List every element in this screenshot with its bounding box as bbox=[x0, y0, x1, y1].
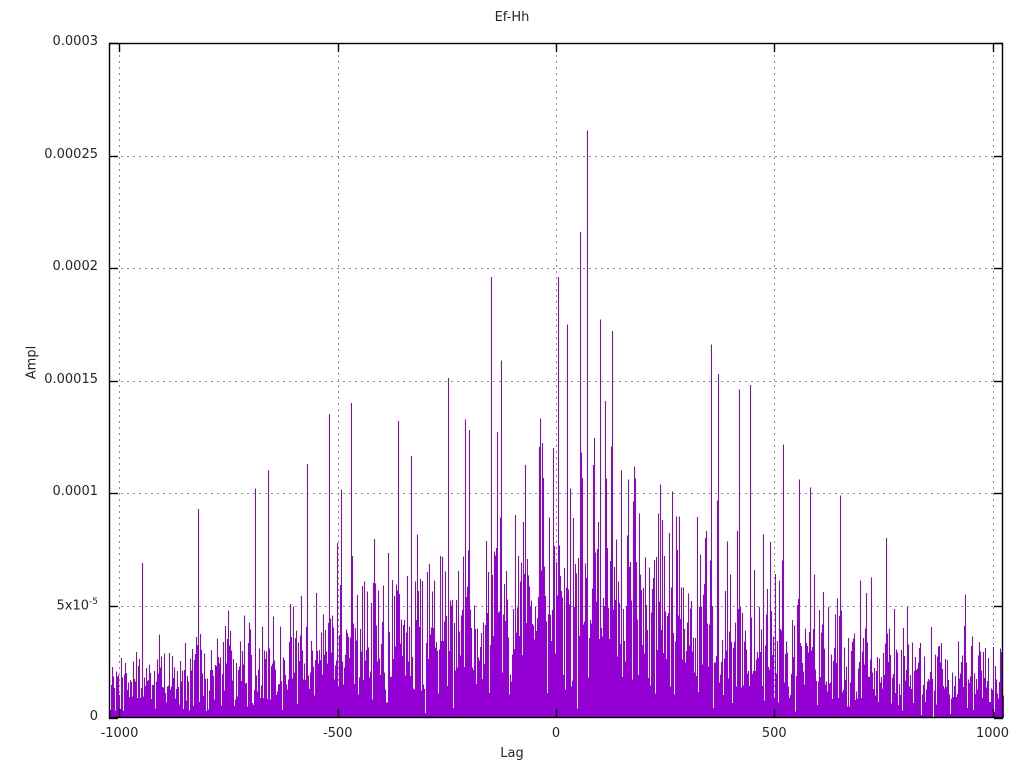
axis-ticks bbox=[109, 42, 1003, 720]
x-tick-label: -500 bbox=[322, 726, 353, 741]
y-tick-label: 0.0003 bbox=[52, 34, 99, 49]
y-tick-label: 0.00025 bbox=[44, 146, 98, 162]
x-tick-label: 500 bbox=[761, 726, 787, 741]
x-tick-label: 1000 bbox=[975, 726, 1010, 741]
chart-title: Ef-Hh bbox=[494, 10, 530, 25]
x-axis-label: Lag bbox=[500, 746, 524, 761]
x-tick-label: 0 bbox=[551, 726, 561, 741]
y-tick-label: 0 bbox=[89, 709, 98, 724]
x-tick-label: -1000 bbox=[100, 726, 139, 741]
y-tick-label: 0.00015 bbox=[44, 371, 98, 387]
y-tick-label: 5x10-5 bbox=[56, 596, 99, 613]
y-tick-label: 0.0002 bbox=[52, 259, 99, 274]
plot-border bbox=[108, 42, 1004, 719]
y-tick-label: 0.0001 bbox=[52, 484, 99, 499]
